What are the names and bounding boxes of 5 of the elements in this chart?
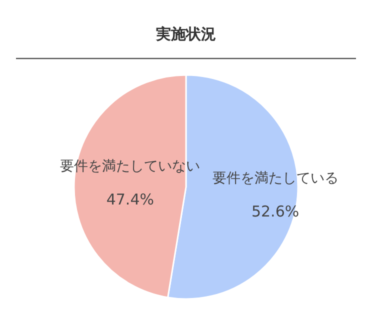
slice-label: 要件を満たしている <box>212 170 338 186</box>
slice-label: 要件を満たしていない <box>60 158 200 174</box>
data-label: 47.4% <box>106 190 154 208</box>
chart-title: 実施状況 <box>155 25 216 43</box>
data-label: 52.6% <box>251 202 300 220</box>
